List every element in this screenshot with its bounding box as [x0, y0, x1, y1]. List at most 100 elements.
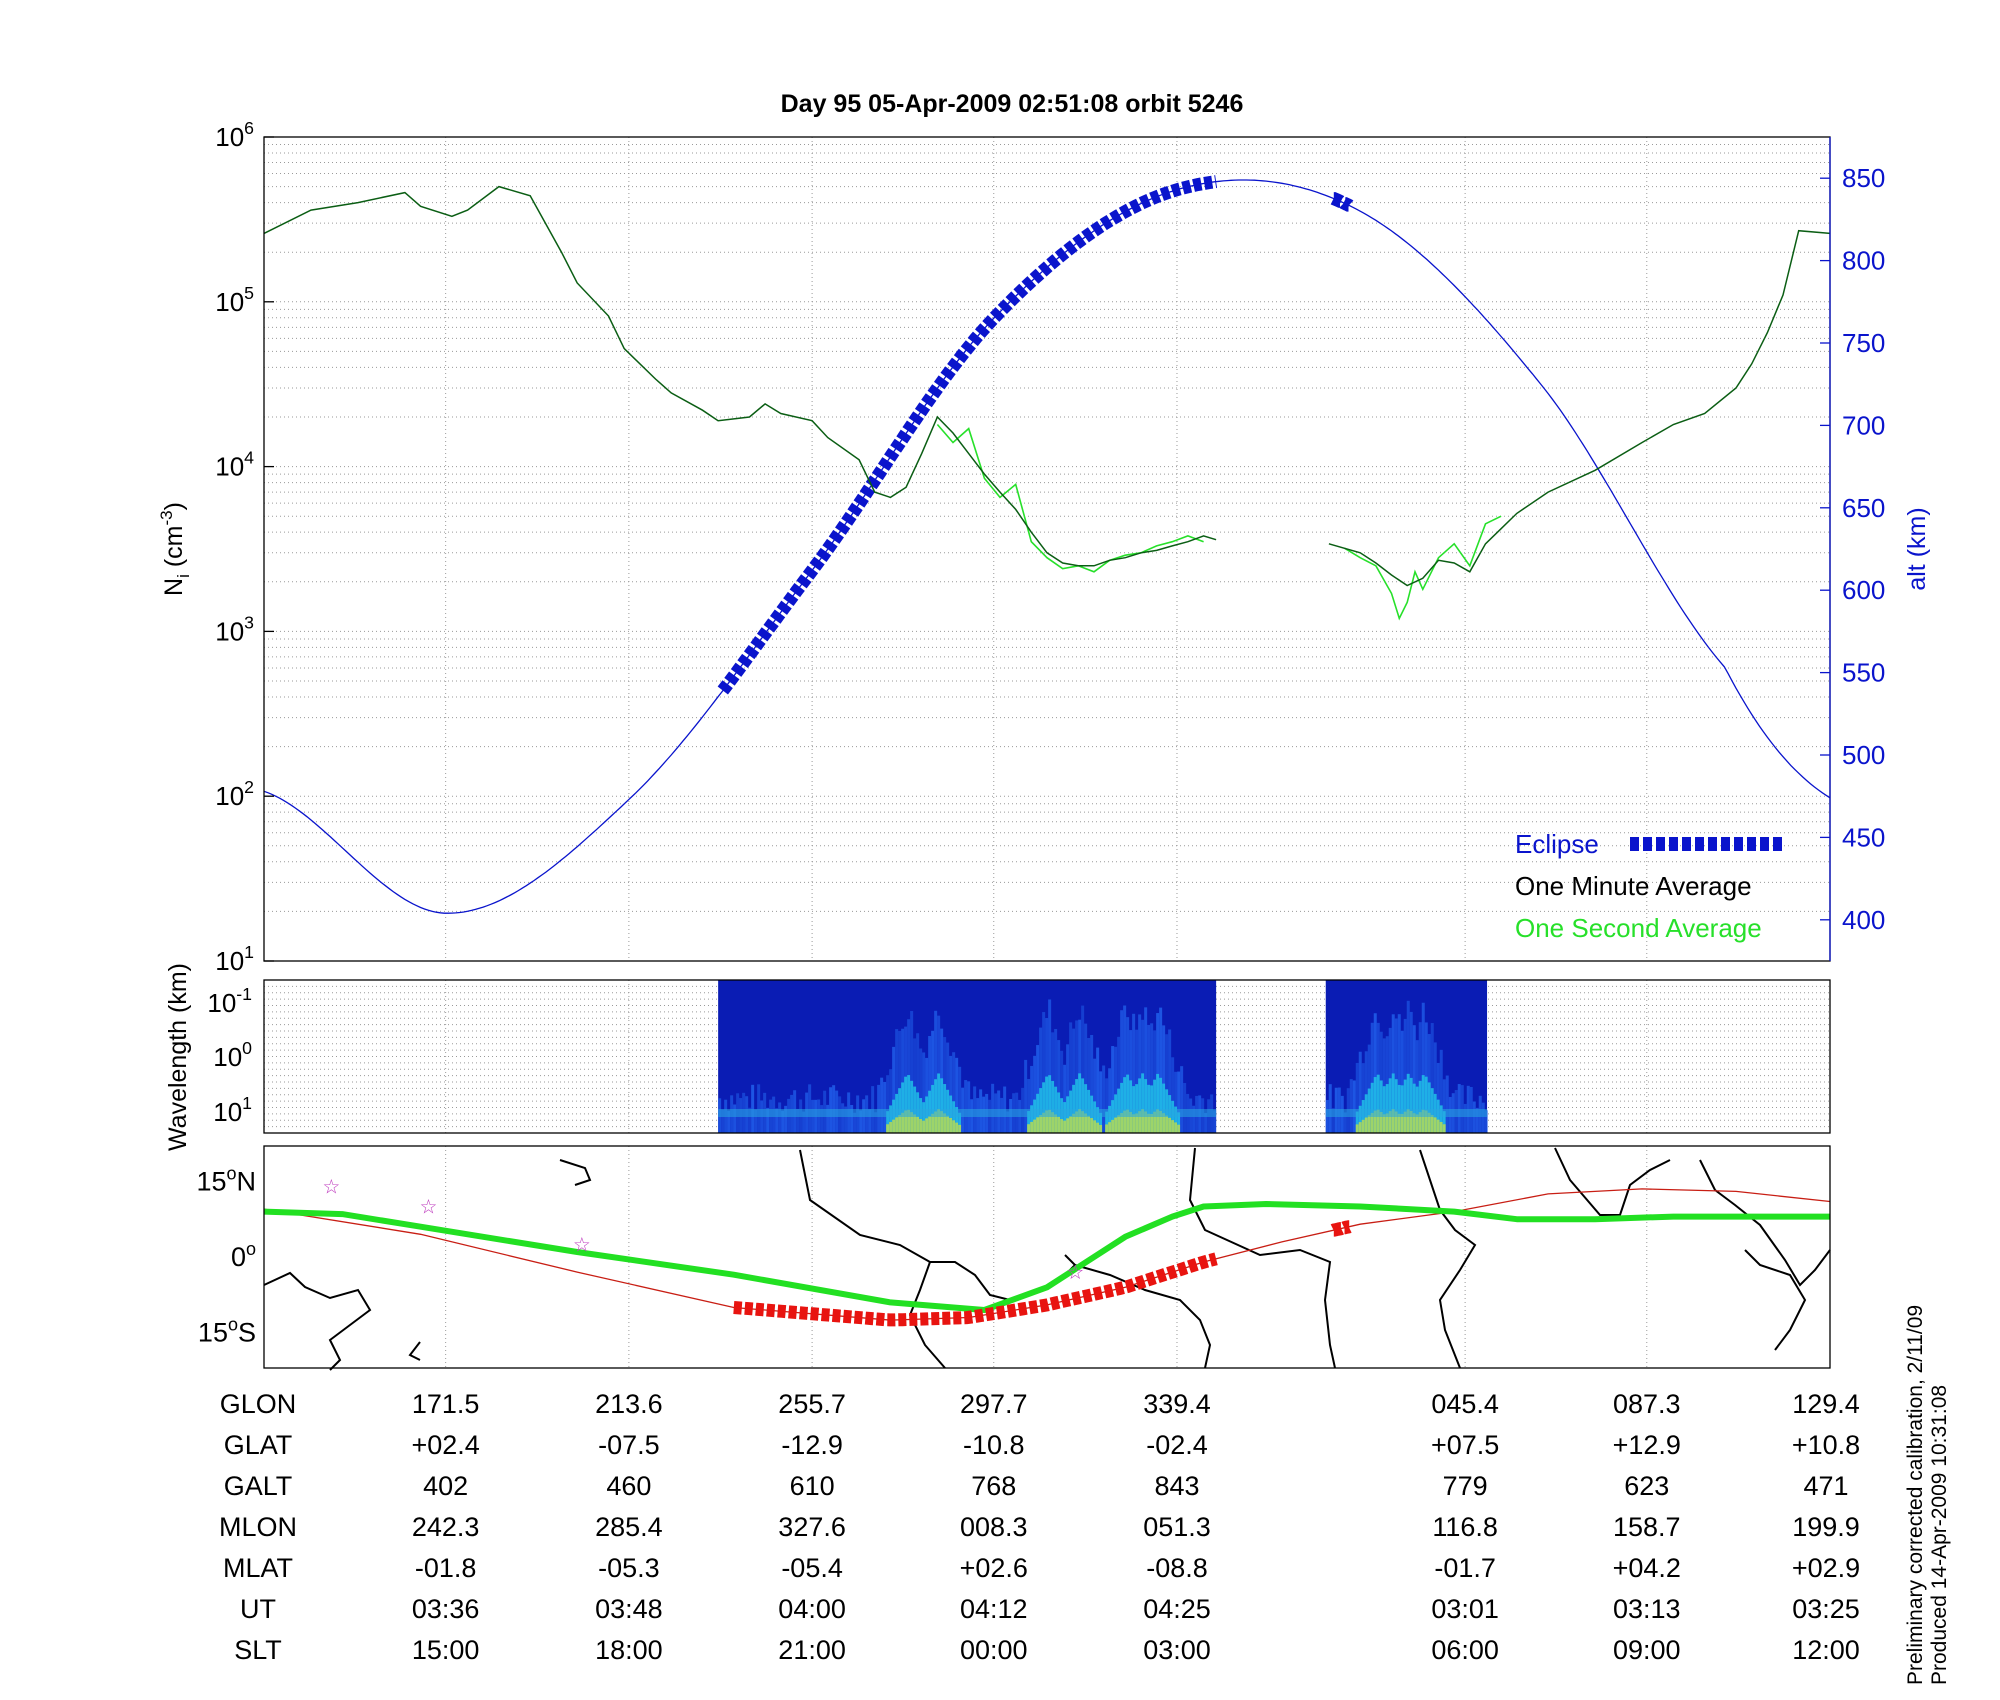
table-cell: 09:00 — [1613, 1635, 1681, 1665]
spectrogram-hotter — [1433, 1117, 1437, 1133]
map-panel: ☆ ☆ ☆ ☆ 15oN 0o 15oS — [196, 1145, 1831, 1371]
spectrogram-hotter — [952, 1120, 956, 1133]
spectrogram-hot — [943, 1084, 947, 1133]
table-cell: -07.5 — [598, 1430, 660, 1460]
spectrogram-hot — [1141, 1073, 1145, 1133]
spectrogram-hotter — [1078, 1109, 1082, 1133]
spectrogram-hot — [934, 1079, 938, 1133]
eclipse-segment — [1330, 192, 1354, 212]
spectrogram-column — [1373, 1013, 1377, 1133]
spectrogram-hotter — [1168, 1117, 1172, 1133]
table-cell: 18:00 — [595, 1635, 663, 1665]
footnote-line1: Preliminary corrected calibration, 2/11/… — [1904, 1305, 1927, 1685]
spectrogram-column — [1430, 1023, 1434, 1133]
spectrogram-column — [880, 1077, 884, 1133]
spectrogram-column — [1147, 1024, 1151, 1133]
spectrogram-hot — [1427, 1082, 1431, 1133]
density-tick-label: 103 — [215, 612, 254, 646]
table-cell: 327.6 — [778, 1512, 846, 1542]
spectrogram-column — [955, 1057, 959, 1133]
spectrogram-column — [1328, 1084, 1332, 1133]
spectrogram-hot — [1388, 1078, 1392, 1133]
table-cell: 843 — [1154, 1471, 1199, 1501]
spectrogram-hot — [1075, 1079, 1079, 1133]
eclipse-track-segment — [1330, 1220, 1352, 1237]
spectrogram-hotter — [1069, 1116, 1073, 1133]
spectrogram-hotter — [931, 1113, 935, 1133]
spectrogram-column — [952, 1052, 956, 1133]
spectrogram-hotter — [1063, 1120, 1067, 1133]
spectrogram-column — [901, 1028, 905, 1133]
spectrogram-column — [1481, 1102, 1485, 1133]
spectrogram-column — [868, 1109, 872, 1133]
spectrogram-column — [1165, 1034, 1169, 1133]
spectrogram-hotter — [1442, 1124, 1446, 1133]
table-cell: 051.3 — [1143, 1512, 1211, 1542]
spectrogram-column — [883, 1081, 887, 1133]
coastline-islands — [408, 1341, 421, 1361]
spectrogram-hot — [1072, 1084, 1076, 1133]
spectrogram-hotter — [1108, 1122, 1112, 1133]
density-y-ticks: 101 102 103 104 105 106 — [215, 118, 274, 976]
spectrogram-hot — [1355, 1111, 1359, 1133]
spectrogram-hotter — [928, 1116, 932, 1133]
spectrogram-hotter — [1153, 1111, 1157, 1133]
spectrogram-column — [1370, 1022, 1374, 1133]
table-cell: +02.6 — [960, 1553, 1028, 1583]
spectrogram-column — [958, 1066, 962, 1133]
spectrogram-hot — [1144, 1079, 1148, 1133]
table-row-label: GLAT — [224, 1430, 293, 1460]
spectrogram-axes-box — [263, 979, 1831, 1134]
spectrogram-column — [1150, 1023, 1154, 1133]
altitude-tick-label: 650 — [1842, 493, 1885, 523]
spectrogram-column — [820, 1105, 824, 1133]
spectrogram-panel: 10-1 100 101 Wavelength (km) — [164, 963, 1831, 1151]
spectrogram-hot — [1135, 1084, 1139, 1133]
spectrogram-hotter — [1084, 1113, 1088, 1133]
spectrogram-hot — [1153, 1079, 1157, 1133]
spectrogram-column — [1412, 1025, 1416, 1133]
map-axes-box — [263, 1145, 1831, 1369]
altitude-tick-label: 800 — [1842, 246, 1885, 276]
coastline-south-america-east — [1074, 1264, 1212, 1369]
spectrogram-column — [781, 1110, 785, 1133]
spectrogram-hot — [889, 1105, 893, 1133]
spectrogram-column — [733, 1104, 737, 1133]
density-series — [263, 185, 1831, 621]
table-cell: 008.3 — [960, 1512, 1028, 1542]
spectrogram-hot — [910, 1080, 914, 1133]
spectrogram-hotter — [1385, 1113, 1389, 1133]
spectrogram-hotter — [1421, 1109, 1425, 1133]
table-cell: +02.4 — [411, 1430, 479, 1460]
spectrogram-column — [802, 1111, 806, 1133]
spectrogram-hotter — [1391, 1109, 1395, 1133]
spectrogram-hotter — [946, 1115, 950, 1133]
table-cell: 04:12 — [960, 1594, 1028, 1624]
spectrogram-hotter — [1165, 1115, 1169, 1133]
coastline-africa-east — [1419, 1149, 1477, 1369]
spectrogram-hot — [1129, 1080, 1133, 1133]
spectrogram-column — [895, 1029, 899, 1133]
spectrogram-column — [1349, 1079, 1353, 1133]
spectrogram-column — [853, 1112, 857, 1133]
altitude-tick-label: 750 — [1842, 328, 1885, 358]
spectrogram-hot — [1138, 1078, 1142, 1133]
spectrogram-column — [1394, 1018, 1398, 1133]
table-cell: 171.5 — [412, 1389, 480, 1419]
table-cell: 213.6 — [595, 1389, 663, 1419]
spectrogram-column — [949, 1055, 953, 1133]
density-tick-label: 102 — [215, 777, 254, 811]
spectrogram-hotter — [1439, 1121, 1443, 1133]
spectrogram-hotter — [1171, 1120, 1175, 1133]
spectrogram-hotter — [1054, 1114, 1058, 1133]
table-cell: 03:00 — [1143, 1635, 1211, 1665]
legend-minute-label: One Minute Average — [1515, 871, 1752, 901]
spectrogram-column — [1162, 1025, 1166, 1133]
spectrogram-column — [1355, 1062, 1359, 1133]
spectrogram-hotter — [1057, 1116, 1061, 1133]
spectrogram-hotter — [1415, 1114, 1419, 1133]
spectrogram-hot — [901, 1082, 905, 1133]
spectrogram-column — [1138, 1014, 1142, 1133]
coastline-southeast-asia — [1699, 1159, 1831, 1287]
spectrogram-hotter — [1027, 1124, 1031, 1133]
